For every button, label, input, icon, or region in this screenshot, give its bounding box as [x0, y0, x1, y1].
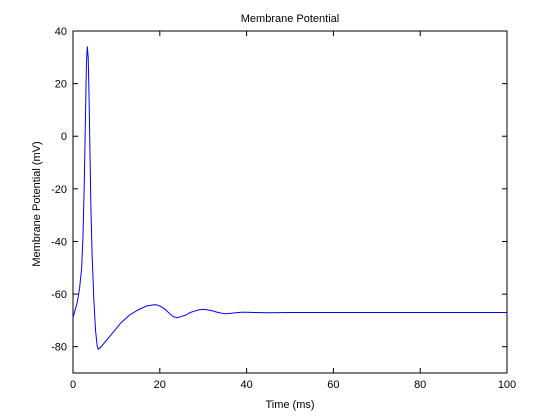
x-tick-label: 80	[414, 379, 426, 391]
y-tick-label: -40	[51, 236, 67, 248]
chart-title: Membrane Potential	[241, 13, 339, 25]
y-tick-label: 20	[55, 79, 67, 91]
axes-frame	[72, 30, 508, 374]
y-tick-label: 0	[61, 131, 67, 143]
x-tick-label: 100	[498, 379, 516, 391]
y-tick-label: -20	[51, 184, 67, 196]
y-tick-label: -80	[51, 342, 67, 354]
x-axis-label: Time (ms)	[265, 399, 314, 411]
x-tick-label: 40	[240, 379, 252, 391]
x-tick-label: 0	[70, 379, 76, 391]
y-tick-label: -60	[51, 289, 67, 301]
series-line-membrane-potential	[72, 46, 507, 350]
y-axis-label: Membrane Potential (mV)	[31, 141, 43, 266]
y-tick-label: 40	[55, 26, 67, 38]
x-tick-label: 60	[327, 379, 339, 391]
x-tick-label: 20	[154, 379, 166, 391]
plot-area: 0 20 40 60 80 100 -80 -60 -40 -20 0 20 40	[51, 26, 516, 391]
